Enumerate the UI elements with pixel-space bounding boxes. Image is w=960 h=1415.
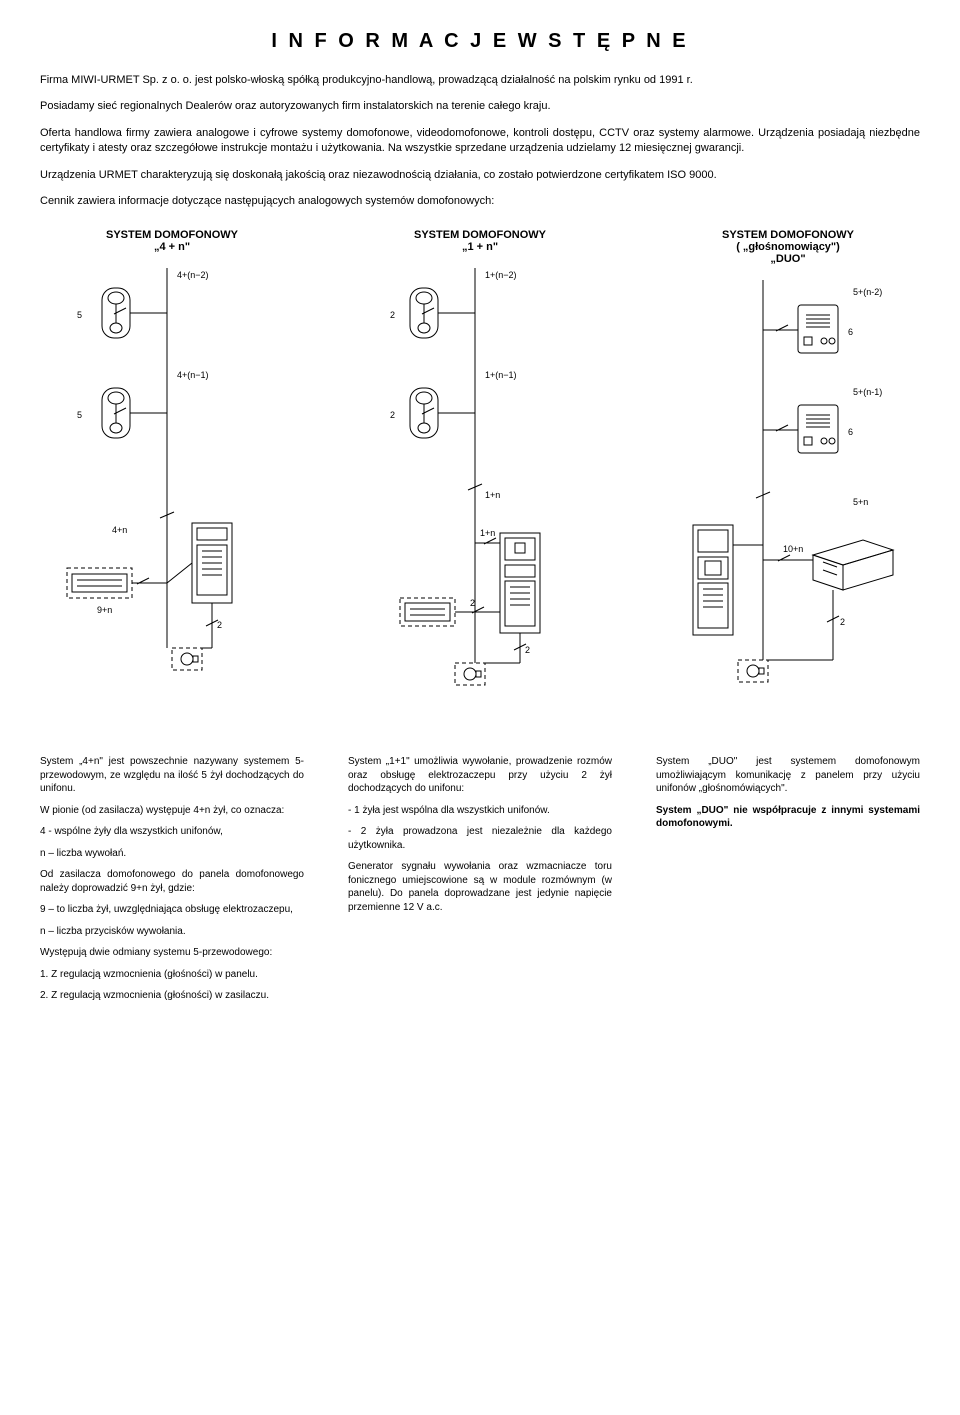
s1-label-5: 4+n xyxy=(112,525,127,535)
system3-title-text: SYSTEM DOMOFONOWY xyxy=(722,229,854,241)
c1-p1: System „4+n" jest powszechnie nazywany s… xyxy=(40,755,304,796)
system3-sub: ( „głośnomowiący") xyxy=(736,241,840,253)
s2-label-7: 2 xyxy=(470,598,475,608)
intro-p3: Oferta handlowa firmy zawiera analogowe … xyxy=(40,126,920,157)
system1-title-text: SYSTEM DOMOFONOWY xyxy=(106,229,238,241)
c1-p8: Występują dwie odmiany systemu 5-przewod… xyxy=(40,946,304,960)
s2-label-6: 1+n xyxy=(480,528,495,538)
system-col-1: SYSTEM DOMOFONOWY „4 + n" 4+(n−2) 5 xyxy=(40,229,304,735)
s2-label-3: 1+(n−1) xyxy=(485,370,517,380)
c2-p3: - 2 żyła prowadzona jest niezależnie dla… xyxy=(348,825,612,852)
s3-label-1: 5+(n-2) xyxy=(853,287,882,297)
c1-p3: 4 - wspólne żyły dla wszystkich unifonów… xyxy=(40,825,304,839)
s3-label-5: 5+n xyxy=(853,497,868,507)
c1-p5: Od zasilacza domofonowego do panela domo… xyxy=(40,868,304,895)
system2-title-text: SYSTEM DOMOFONOWY xyxy=(414,229,546,241)
desc-col-1: System „4+n" jest powszechnie nazywany s… xyxy=(40,755,304,1011)
s1-label-3: 4+(n−1) xyxy=(177,370,209,380)
s1-label-6: 9+n xyxy=(97,605,112,615)
c1-p9: 1. Z regulacją wzmocnienia (głośności) w… xyxy=(40,968,304,982)
c1-p2: W pionie (od zasilacza) występuje 4+n ży… xyxy=(40,804,304,818)
system-col-3: SYSTEM DOMOFONOWY ( „głośnomowiący") „DU… xyxy=(656,229,920,735)
intro-p5: Cennik zawiera informacje dotyczące nast… xyxy=(40,194,920,209)
desc-col-3: System „DUO" jest systemem domofonowym u… xyxy=(656,755,920,1011)
page-title: I N F O R M A C J E W S T Ę P N E xyxy=(40,30,920,53)
c1-p10: 2. Z regulacją wzmocnienia (głośności) w… xyxy=(40,989,304,1003)
s1-label-4: 5 xyxy=(77,410,82,420)
system3-variant: „DUO" xyxy=(770,253,805,265)
c1-p7: n – liczba przycisków wywołania. xyxy=(40,925,304,939)
c3-p2: System „DUO" nie współpracuje z innymi s… xyxy=(656,804,920,831)
intro-p1: Firma MIWI-URMET Sp. z o. o. jest polsko… xyxy=(40,73,920,88)
diagram-2: 1+(n−2) 2 1+(n−1) 2 1+n xyxy=(350,268,610,718)
s3-label-2: 6 xyxy=(848,327,853,337)
s2-label-5: 1+n xyxy=(485,490,500,500)
s3-label-3: 5+(n-1) xyxy=(853,387,882,397)
system1-title: SYSTEM DOMOFONOWY „4 + n" xyxy=(40,229,304,253)
s2-label-8: 2 xyxy=(525,645,530,655)
diagram-3: 5+(n-2) 6 5+(n-1) 6 5+n xyxy=(658,280,918,730)
s2-label-1: 1+(n−2) xyxy=(485,270,517,280)
system2-title: SYSTEM DOMOFONOWY „1 + n" xyxy=(348,229,612,253)
systems-row: SYSTEM DOMOFONOWY „4 + n" 4+(n−2) 5 xyxy=(40,229,920,735)
diagram-1: 4+(n−2) 5 4+(n−1) 5 4+n xyxy=(42,268,302,718)
desc-col-2: System „1+1" umożliwia wywołanie, prowad… xyxy=(348,755,612,1011)
s1-label-1: 4+(n−2) xyxy=(177,270,209,280)
c2-p2: - 1 żyła jest wspólna dla wszystkich uni… xyxy=(348,804,612,818)
c2-p4: Generator sygnału wywołania oraz wzmacni… xyxy=(348,860,612,914)
s2-label-2: 2 xyxy=(390,310,395,320)
s3-label-6: 10+n xyxy=(783,544,803,554)
bottom-descriptions: System „4+n" jest powszechnie nazywany s… xyxy=(40,755,920,1011)
system3-title: SYSTEM DOMOFONOWY ( „głośnomowiący") „DU… xyxy=(656,229,920,265)
c1-p4: n – liczba wywołań. xyxy=(40,847,304,861)
c2-p1: System „1+1" umożliwia wywołanie, prowad… xyxy=(348,755,612,796)
system-col-2: SYSTEM DOMOFONOWY „1 + n" 1+(n−2) 2 xyxy=(348,229,612,735)
s1-label-7: 2 xyxy=(217,620,222,630)
s3-label-7: 2 xyxy=(840,617,845,627)
intro-p2: Posiadamy sieć regionalnych Dealerów ora… xyxy=(40,99,920,114)
c1-p6: 9 – to liczba żył, uwzględniająca obsług… xyxy=(40,903,304,917)
s3-label-4: 6 xyxy=(848,427,853,437)
s2-label-4: 2 xyxy=(390,410,395,420)
c3-p1: System „DUO" jest systemem domofonowym u… xyxy=(656,755,920,796)
system2-variant: „1 + n" xyxy=(462,241,498,253)
s1-label-2: 5 xyxy=(77,310,82,320)
intro-p4: Urządzenia URMET charakteryzują się dosk… xyxy=(40,168,920,183)
system1-variant: „4 + n" xyxy=(154,241,190,253)
